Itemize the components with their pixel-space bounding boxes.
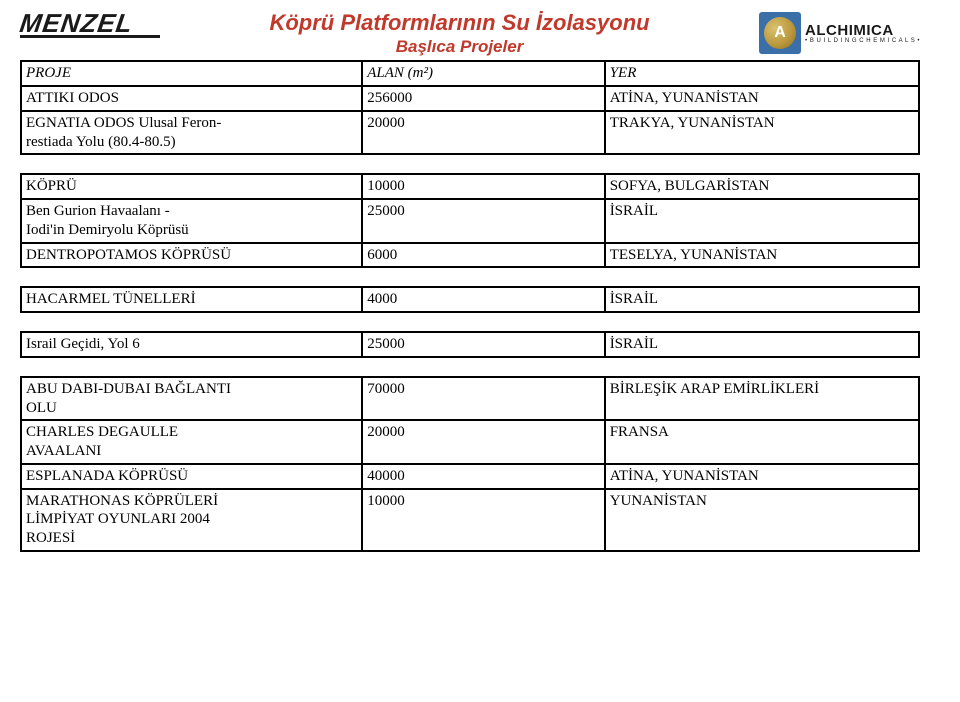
tables-container: PROJEALAN (m²)YERATTIKI ODOS256000ATİNA,… — [20, 60, 920, 552]
table-row: ABU DABI-DUBAI BAĞLANTIOLU70000BİRLEŞİK … — [21, 377, 919, 421]
table-row: ATTIKI ODOS256000ATİNA, YUNANİSTAN — [21, 86, 919, 111]
alchimica-text-block: ALCHIMICA • B U I L D I N G C H E M I C … — [805, 23, 920, 44]
table-cell: KÖPRÜ — [21, 174, 362, 199]
table-cell: 10000 — [362, 489, 604, 551]
table-cell: YER — [605, 61, 919, 86]
table-row: KÖPRÜ10000SOFYA, BULGARİSTAN — [21, 174, 919, 199]
table-header-text: PROJE — [26, 65, 71, 81]
table-cell: ALAN (m²) — [362, 61, 604, 86]
table-row: HACARMEL TÜNELLERİ4000İSRAİL — [21, 287, 919, 312]
title-block: Köprü Platformlarının Su İzolasyonu Başl… — [160, 10, 759, 58]
table-cell: ABU DABI-DUBAI BAĞLANTIOLU — [21, 377, 362, 421]
table-header-text: YER — [610, 65, 637, 81]
data-table: KÖPRÜ10000SOFYA, BULGARİSTANBen Gurion H… — [20, 173, 920, 268]
table-cell: EGNATIA ODOS Ulusal Feron-restiada Yolu … — [21, 111, 362, 155]
table-cell: BİRLEŞİK ARAP EMİRLİKLERİ — [605, 377, 919, 421]
table-cell: 20000 — [362, 111, 604, 155]
table-cell: ATTIKI ODOS — [21, 86, 362, 111]
table-row: MARATHONAS KÖPRÜLERİLİMPİYAT OYUNLARI 20… — [21, 489, 919, 551]
table-cell: TRAKYA, YUNANİSTAN — [605, 111, 919, 155]
table-cell: 6000 — [362, 243, 604, 268]
title-sub: Başlıca Projeler — [160, 36, 759, 58]
table-cell: ATİNA, YUNANİSTAN — [605, 86, 919, 111]
data-table: Israil Geçidi, Yol 625000İSRAİL — [20, 331, 920, 358]
table-cell: İSRAİL — [605, 199, 919, 243]
logo-right: A ALCHIMICA • B U I L D I N G C H E M I … — [759, 12, 920, 54]
table-cell: İSRAİL — [605, 332, 919, 357]
table-cell: Ben Gurion Havaalanı -Iodi'in Demiryolu … — [21, 199, 362, 243]
table-row: EGNATIA ODOS Ulusal Feron-restiada Yolu … — [21, 111, 919, 155]
alchimica-tagline: • B U I L D I N G C H E M I C A L S • — [805, 38, 920, 44]
table-cell: SOFYA, BULGARİSTAN — [605, 174, 919, 199]
table-cell: ATİNA, YUNANİSTAN — [605, 464, 919, 489]
logo-left: MENZEL — [20, 8, 160, 38]
alchimica-badge-icon: A — [759, 12, 801, 54]
table-cell: 40000 — [362, 464, 604, 489]
table-header-text: ALAN (m²) — [367, 65, 433, 81]
data-table: PROJE ALAN (m²) YER ATTIKI ODOS256000ATİNA,… — [20, 60, 920, 155]
table-cell: FRANSA — [605, 420, 919, 464]
table-cell: 70000 — [362, 377, 604, 421]
table-cell: 256000 — [362, 86, 604, 111]
table-cell: YUNANİSTAN — [605, 489, 919, 551]
table-row: DENTROPOTAMOS KÖPRÜSÜ6000TESELYA, YUNANİ… — [21, 243, 919, 268]
alchimica-inner-icon: A — [764, 17, 796, 49]
title-main: Köprü Platformlarının Su İzolasyonu — [160, 10, 759, 36]
table-cell: ESPLANADA KÖPRÜSÜ — [21, 464, 362, 489]
table-cell: PROJE — [21, 61, 362, 86]
table-cell: 25000 — [362, 332, 604, 357]
table-row: Ben Gurion Havaalanı -Iodi'in Demiryolu … — [21, 199, 919, 243]
table-cell: TESELYA, YUNANİSTAN — [605, 243, 919, 268]
table-cell: 25000 — [362, 199, 604, 243]
table-row: CHARLES DEGAULLEAVAALANI20000FRANSA — [21, 420, 919, 464]
document-page: MENZEL Köprü Platformlarının Su İzolasyo… — [0, 0, 960, 580]
table-cell: HACARMEL TÜNELLERİ — [21, 287, 362, 312]
table-cell: 4000 — [362, 287, 604, 312]
table-cell: DENTROPOTAMOS KÖPRÜSÜ — [21, 243, 362, 268]
menzel-brand-text: MENZEL — [18, 8, 135, 39]
table-row: ESPLANADA KÖPRÜSÜ40000ATİNA, YUNANİSTAN — [21, 464, 919, 489]
table-cell: Israil Geçidi, Yol 6 — [21, 332, 362, 357]
table-cell: İSRAİL — [605, 287, 919, 312]
table-cell: 10000 — [362, 174, 604, 199]
table-cell: CHARLES DEGAULLEAVAALANI — [21, 420, 362, 464]
header-row: MENZEL Köprü Platformlarının Su İzolasyo… — [20, 10, 920, 58]
data-table: ABU DABI-DUBAI BAĞLANTIOLU70000BİRLEŞİK … — [20, 376, 920, 552]
table-row: Israil Geçidi, Yol 625000İSRAİL — [21, 332, 919, 357]
table-cell: MARATHONAS KÖPRÜLERİLİMPİYAT OYUNLARI 20… — [21, 489, 362, 551]
data-table: HACARMEL TÜNELLERİ4000İSRAİL — [20, 286, 920, 313]
table-cell: 20000 — [362, 420, 604, 464]
table-row: PROJE ALAN (m²) YER — [21, 61, 919, 86]
alchimica-brand-name: ALCHIMICA — [805, 23, 920, 38]
